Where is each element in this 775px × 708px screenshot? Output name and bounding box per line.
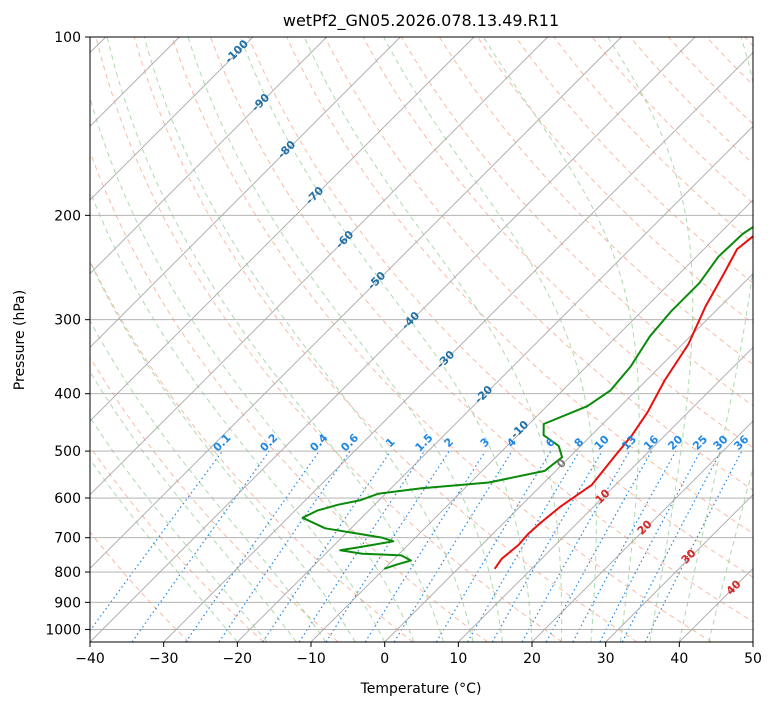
mixing-ratio-line — [185, 450, 320, 642]
isotherm-line — [90, 37, 401, 348]
isotherm-line — [90, 37, 475, 422]
temperature-series — [493, 234, 753, 570]
moist-adiabat-line — [239, 37, 533, 642]
x-tick-label: 10 — [449, 651, 467, 667]
y-tick-label: 1000 — [45, 622, 81, 638]
mixing-ratio-line — [262, 450, 392, 642]
series-layer — [301, 225, 753, 570]
isotherm-line — [237, 125, 753, 642]
dry-adiabat-line — [210, 37, 753, 623]
y-tick-label: 600 — [54, 491, 81, 507]
x-tick-label: 0 — [380, 651, 389, 667]
moist-adiabat-line — [90, 416, 268, 642]
isotherm-line — [458, 346, 753, 642]
x-tick-label: 50 — [744, 651, 762, 667]
isotherm-line — [90, 37, 327, 275]
x-axis-title: Temperature (°C) — [360, 681, 482, 697]
axes: −40 −30 −20 −10 0 10 20 30 40 50 100 200 300 400 500 60… — [45, 30, 762, 667]
moist-adiabat-line — [607, 37, 694, 642]
isotherm-line — [90, 37, 622, 569]
dry-adiabat-line — [90, 531, 190, 642]
dewpoint-series — [301, 225, 753, 570]
isotherm-line — [163, 52, 753, 642]
plot-frame — [89, 36, 754, 643]
x-tick-label: −40 — [75, 651, 105, 667]
mixing-ratio-line — [325, 450, 450, 642]
moist-adiabat-line — [90, 189, 386, 642]
background-lines — [90, 37, 753, 642]
isotherm-line — [384, 273, 753, 642]
dry-adiabat-line — [171, 37, 712, 642]
mixing-ratio-line — [364, 450, 486, 642]
y-tick-label: 300 — [54, 313, 81, 329]
moist-adiabat-line — [187, 37, 503, 642]
y-tick-label: 100 — [54, 30, 81, 46]
dry-adiabat-line — [90, 150, 488, 642]
moist-adiabat-line — [303, 37, 563, 642]
y-tick-label: 400 — [54, 387, 81, 403]
chart-title: wetPf2_GN05.2026.078.13.49.R11 — [283, 11, 559, 31]
isotherm-line — [90, 37, 696, 642]
x-tick-label: −10 — [296, 651, 326, 667]
x-tick-label: 30 — [597, 651, 615, 667]
mixing-ratio-line — [572, 450, 677, 642]
mixing-ratio-line — [435, 450, 552, 642]
x-tick-label: 20 — [523, 651, 541, 667]
moist-adiabat-line — [383, 37, 597, 642]
y-tick-label: 700 — [54, 531, 81, 547]
moist-adiabat-line — [482, 37, 640, 642]
isotherm-line — [310, 199, 753, 642]
x-tick-label: −30 — [149, 651, 179, 667]
y-tick-label: 500 — [54, 444, 81, 460]
isotherm-line — [605, 494, 753, 642]
dry-adiabat-line — [515, 37, 753, 284]
x-tick-label: 40 — [670, 651, 688, 667]
mixing-ratio-line — [218, 450, 351, 642]
y-tick-label: 900 — [54, 595, 81, 611]
dry-adiabat-line — [90, 445, 264, 642]
y-tick-label: 200 — [54, 208, 81, 224]
moist-adiabat-line — [90, 458, 238, 642]
dry-adiabat-line — [400, 37, 753, 407]
mixing-ratio-line — [466, 450, 580, 642]
moist-adiabat-line — [90, 370, 297, 642]
x-tick-label: −20 — [223, 651, 253, 667]
moist-adiabat-line — [90, 260, 356, 642]
dry-adiabat-line — [95, 37, 563, 642]
plot-area — [90, 37, 753, 642]
y-tick-label: 800 — [54, 565, 81, 581]
isotherm-line — [90, 37, 548, 496]
mixing-ratio-line — [599, 450, 702, 642]
dry-adiabat-line — [248, 37, 753, 578]
isotherm-line — [531, 420, 753, 642]
dry-adiabat-line — [438, 37, 753, 366]
moist-adiabat-line — [143, 37, 474, 642]
mixing-ratio-line — [298, 450, 425, 642]
y-axis-title: Pressure (hPa) — [12, 290, 28, 390]
moist-adiabat-line — [106, 37, 445, 642]
isotherm-line — [90, 37, 254, 201]
